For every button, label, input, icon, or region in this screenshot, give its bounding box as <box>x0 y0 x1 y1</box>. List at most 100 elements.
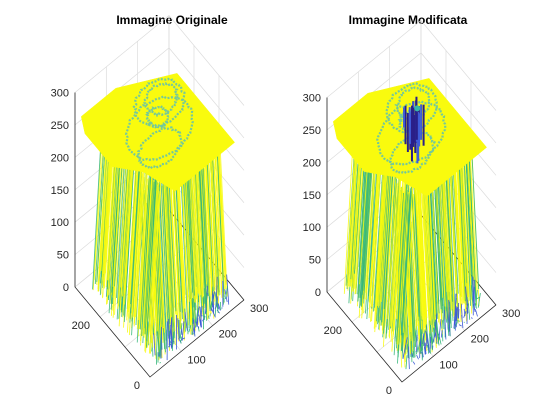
surface-strand <box>386 168 397 320</box>
surface-streak <box>159 362 162 364</box>
surface-streak <box>170 324 173 348</box>
surface-strand <box>448 153 457 299</box>
surface-strand <box>400 188 412 336</box>
surface-streak <box>195 321 198 325</box>
surface-streak <box>454 293 457 331</box>
surface-strand <box>393 178 404 331</box>
surface-streak <box>177 318 180 340</box>
surface-strand <box>200 145 209 297</box>
surface <box>332 78 487 370</box>
surface-strand <box>387 183 398 326</box>
surface-streak <box>414 328 419 353</box>
surface-ring <box>388 131 437 175</box>
y-tick-label: 200 <box>324 325 342 337</box>
surface-strand <box>373 167 384 312</box>
surface-strand <box>218 133 227 285</box>
surface-hole <box>403 96 425 164</box>
surface-strand <box>149 173 160 324</box>
surface-strand <box>381 159 392 302</box>
surface-streak <box>463 308 466 317</box>
surface-streak <box>446 306 450 333</box>
surface-streak <box>415 350 418 355</box>
x-tick-label: 300 <box>250 303 268 315</box>
surface-strand <box>213 137 223 298</box>
surface-streak <box>424 342 427 355</box>
surface-strand <box>169 170 178 328</box>
surface-strand <box>144 181 155 335</box>
surface-strand <box>420 177 429 312</box>
surface-strand <box>470 139 480 290</box>
surface-streak <box>226 274 230 305</box>
surface-streak <box>411 352 413 357</box>
surface-streak <box>438 318 442 340</box>
surface-strand <box>410 181 420 317</box>
surface-strand <box>396 172 407 320</box>
surface-streak <box>181 321 185 341</box>
z-tick-label: 50 <box>309 255 321 267</box>
surface-strand <box>140 176 151 341</box>
surface-streak <box>417 331 423 352</box>
surface-strand <box>398 192 409 351</box>
surface-strand <box>369 148 380 307</box>
surface-strand <box>114 155 125 315</box>
surface-streak <box>465 286 469 314</box>
surface-strand <box>190 157 199 294</box>
surface-streak <box>423 346 426 355</box>
x-tick-label: 100 <box>439 359 457 371</box>
surface-strand <box>421 168 431 332</box>
surface-strand <box>397 181 408 328</box>
surface-strand <box>443 166 452 312</box>
surface-strand <box>371 149 382 307</box>
surface-strand <box>379 160 390 306</box>
surface-strand <box>384 167 395 326</box>
surface-streak <box>195 307 199 328</box>
surface-strand <box>468 141 477 303</box>
z-tick-label: 300 <box>51 88 69 100</box>
surface-streak <box>466 303 469 309</box>
surface-strand <box>142 170 154 336</box>
surface-streak <box>184 311 188 331</box>
surface-streak <box>425 331 428 347</box>
surface-strand <box>146 171 157 341</box>
surface-strand <box>126 157 137 321</box>
z-tick-label: 0 <box>315 287 321 299</box>
surface-strand <box>401 191 412 351</box>
surface-strand <box>447 151 456 322</box>
surface-strand <box>156 176 166 333</box>
surface-strand <box>124 160 135 318</box>
surface-streak <box>416 334 418 352</box>
surface-streak <box>196 306 200 324</box>
surface-streak <box>458 324 462 327</box>
surface-strand <box>413 177 422 352</box>
surface-ring <box>385 82 438 134</box>
surface-strand <box>418 172 427 317</box>
surface-strand <box>161 171 171 324</box>
chart-title: Immagine Modificata <box>349 13 468 27</box>
surface-strand <box>166 171 175 327</box>
z-tick-label: 200 <box>303 157 321 169</box>
surface-streak <box>440 330 443 338</box>
surface-streak <box>170 343 173 349</box>
axes-original: Immagine Originale 0 50 100 150 200 250 300 100 2… <box>51 13 269 392</box>
surface-streak <box>416 354 419 360</box>
surface <box>80 73 235 365</box>
surface-strand <box>414 171 423 320</box>
surface-streak <box>444 310 447 340</box>
surface-strand <box>134 161 145 315</box>
surface-strand <box>219 137 228 297</box>
z-tick-label: 250 <box>51 120 69 132</box>
surface-strand <box>416 180 425 328</box>
surface-strand <box>131 156 142 315</box>
surface-streak <box>209 301 213 312</box>
surface-streak <box>470 285 474 309</box>
surface-strand <box>460 145 470 298</box>
surface-streak <box>422 333 425 345</box>
z-tick-label: 150 <box>51 185 69 197</box>
surface-strand <box>375 156 387 296</box>
x-tick-label: 200 <box>219 329 237 341</box>
surface-strand <box>208 138 218 308</box>
surface-strand <box>391 167 402 334</box>
surface-strand <box>127 154 139 313</box>
surface-streak <box>431 327 434 348</box>
surface-strand <box>147 176 158 322</box>
